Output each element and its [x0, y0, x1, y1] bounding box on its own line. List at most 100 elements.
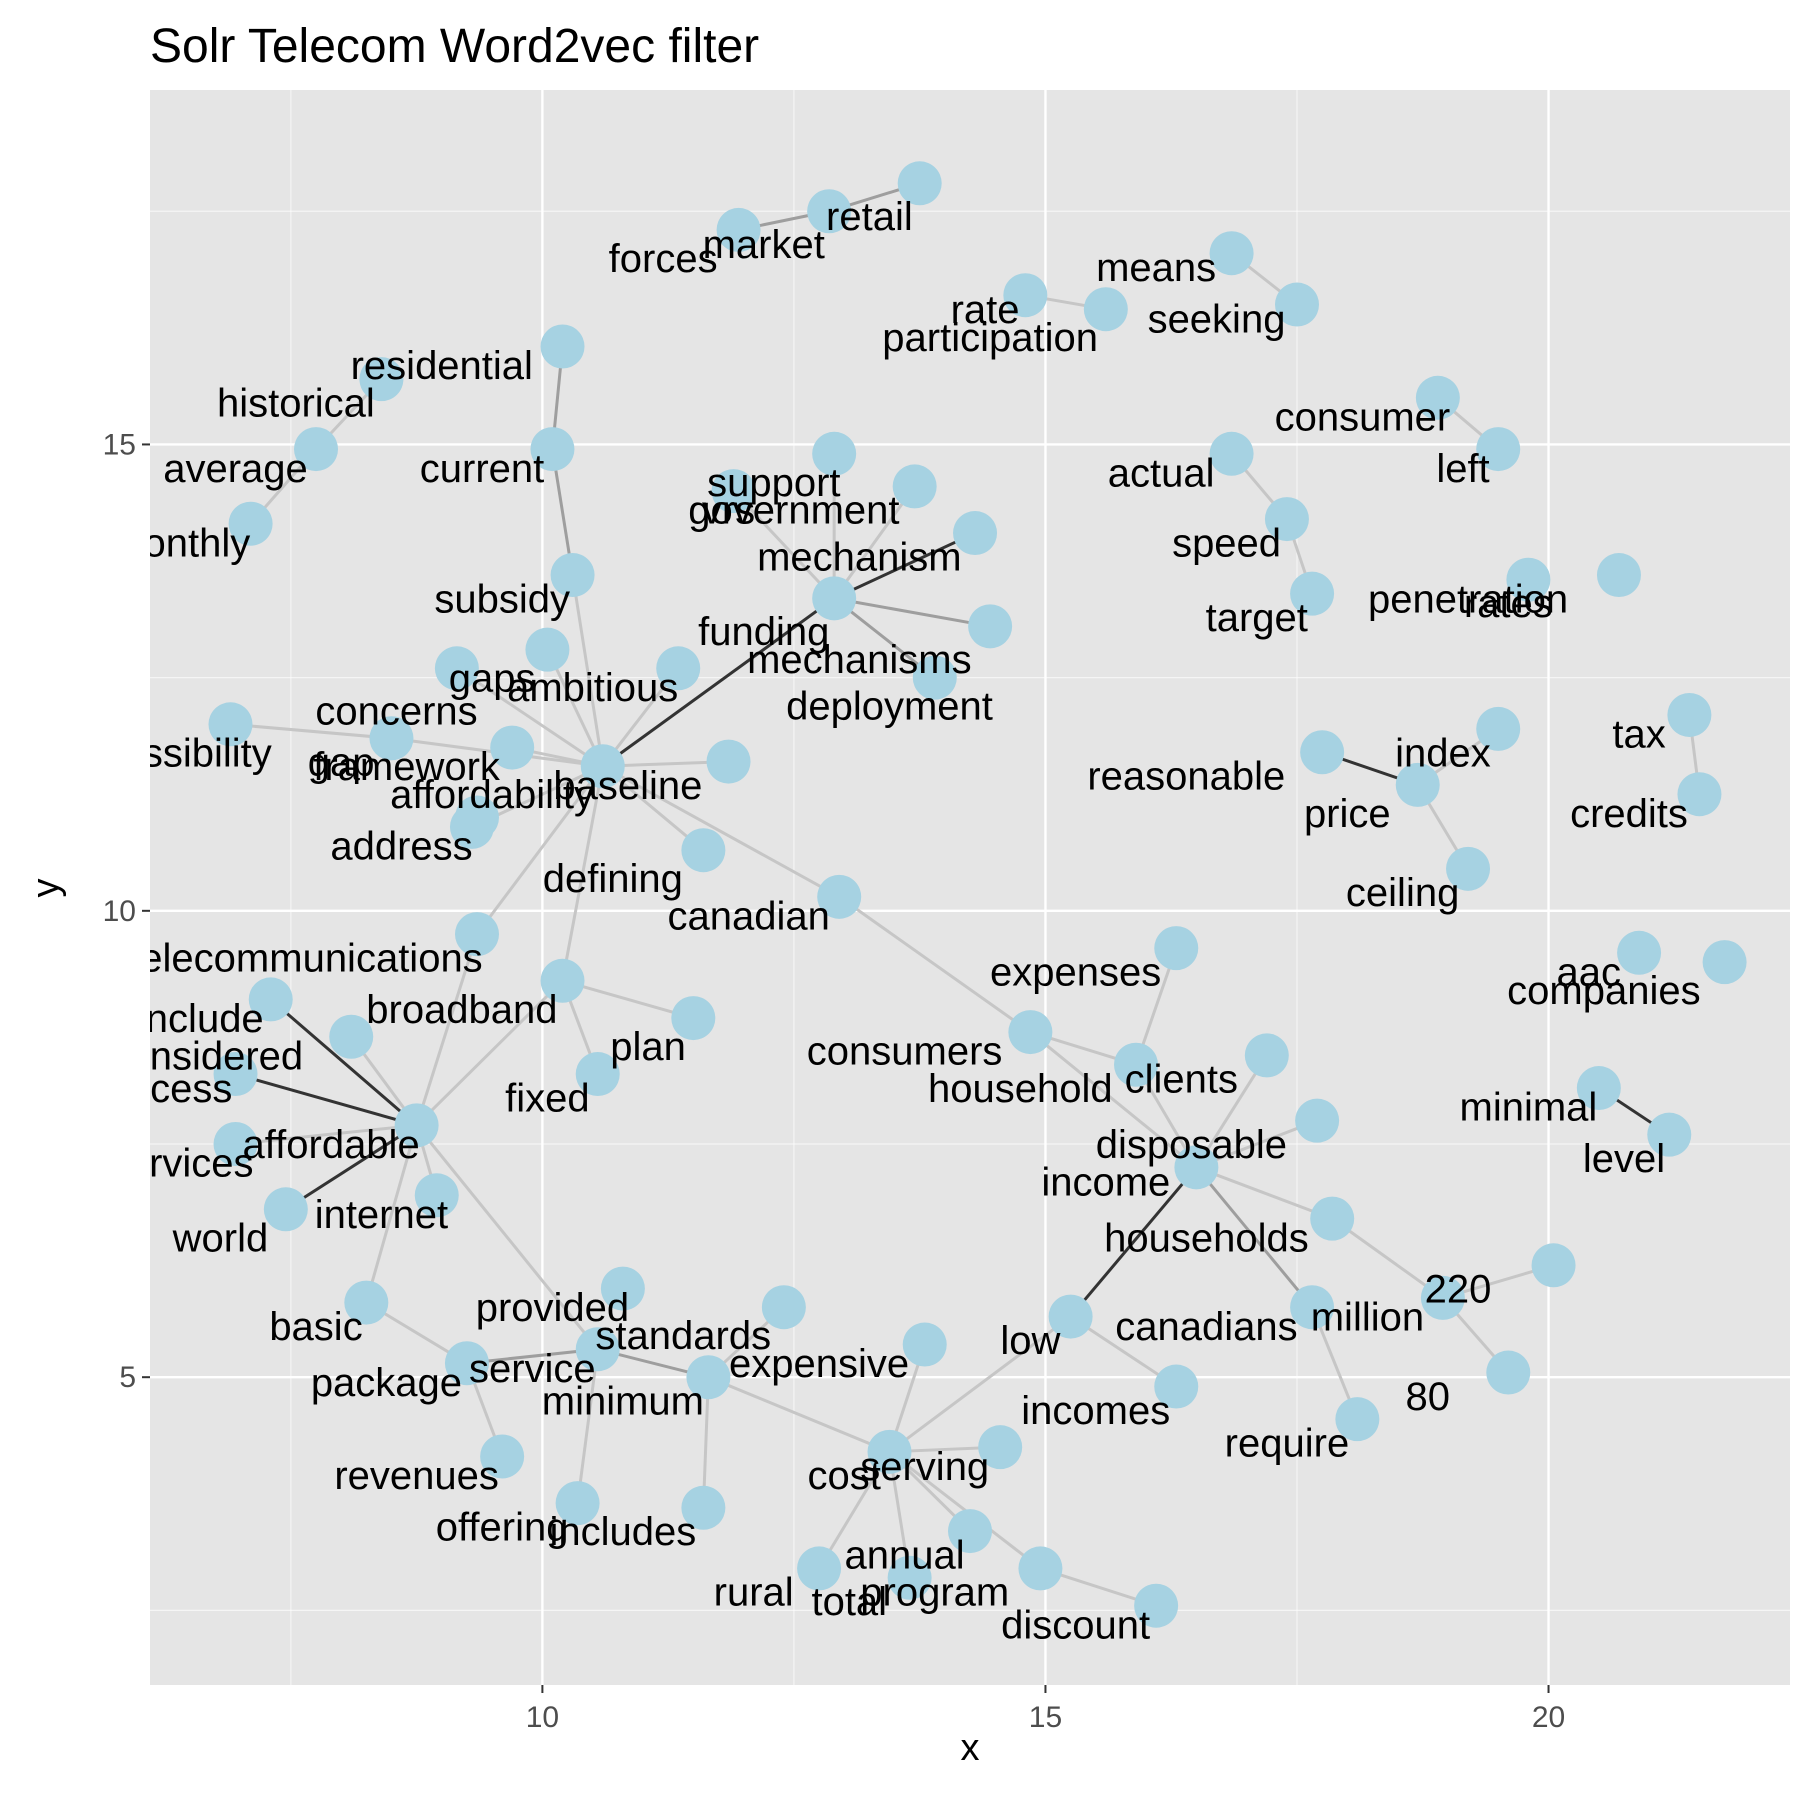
label-baseline: baseline: [553, 764, 702, 808]
point-index: [1476, 706, 1521, 751]
point-disposable: [1295, 1098, 1340, 1143]
point-canadians: [1290, 1285, 1335, 1330]
point-include: [248, 977, 293, 1022]
label-canadians: canadians: [1115, 1305, 1297, 1349]
point-annual: [948, 1509, 992, 1554]
point-expenses: [1154, 926, 1199, 971]
point-mechanism: [953, 511, 998, 556]
label-access: access: [108, 1067, 233, 1111]
label-framework: framework: [313, 745, 501, 789]
edge-broadband-baseline: [561, 765, 605, 982]
point-target: [1290, 571, 1335, 616]
point-mechanisms: [968, 604, 1013, 649]
edge-income-households: [1195, 1165, 1333, 1221]
label-household: household: [928, 1067, 1113, 1111]
edge-vrs-funding: [732, 490, 836, 600]
label-reasonable: reasonable: [1087, 755, 1285, 799]
label-households: households: [1104, 1216, 1309, 1260]
label-seeking: seeking: [1148, 298, 1286, 342]
label-canadian: canadian: [667, 894, 829, 938]
point-penetration: [1506, 557, 1551, 602]
label-220: 220: [1425, 1268, 1492, 1312]
edge-income-canadians: [1195, 1166, 1314, 1309]
point-level: [1647, 1112, 1692, 1157]
point-require: [1335, 1397, 1380, 1442]
label-basic: basic: [269, 1305, 362, 1349]
label-disposable: disposable: [1096, 1123, 1287, 1167]
label-considered: considered: [107, 1034, 303, 1078]
point-monthly: [228, 501, 273, 546]
label-serving: serving: [860, 1445, 989, 1489]
point-rural: [797, 1546, 842, 1591]
edge-government-funding: [832, 485, 916, 600]
label-provided: provided: [476, 1286, 629, 1330]
point-total: [887, 1555, 932, 1600]
point-seeking: [1274, 282, 1319, 327]
edge-funding-baseline: [601, 597, 836, 768]
point-standards: [761, 1285, 806, 1330]
point-provided: [600, 1266, 645, 1311]
point-aac: [1617, 930, 1662, 975]
point-subsidy: [550, 553, 595, 598]
x-tick-label: 15: [1029, 1701, 1062, 1734]
point-80: [1486, 1350, 1531, 1395]
point-household: [1114, 1042, 1159, 1087]
point-credits: [1677, 772, 1722, 817]
label-historical: historical: [217, 381, 375, 425]
label-revenues: revenues: [334, 1454, 499, 1498]
point-nearbaseline: [706, 739, 751, 784]
edge-minimum-cost: [707, 1375, 891, 1454]
label-accessibility: accessibility: [58, 731, 271, 775]
point-concerns: [434, 646, 479, 691]
point-fixed: [575, 1052, 620, 1097]
point-residential: [540, 324, 585, 369]
point-million: [1420, 1275, 1465, 1320]
label-monthly: monthly: [110, 521, 250, 565]
label-left: left: [1436, 447, 1489, 491]
point-historical: [359, 357, 404, 402]
point-broadband: [540, 958, 585, 1003]
label-income: income: [1041, 1160, 1170, 1204]
label-minimal: minimal: [1460, 1086, 1598, 1130]
point-rates: [1596, 553, 1641, 598]
label-expensive: expensive: [729, 1342, 909, 1386]
edge-clients-income: [1195, 1054, 1269, 1169]
edge-funding-mechanism: [833, 531, 976, 600]
label-total: total: [811, 1580, 887, 1624]
point-low: [1048, 1294, 1093, 1339]
label-gaps: gaps: [449, 657, 536, 701]
label-ambitious: ambitious: [507, 666, 678, 710]
label-support: support: [707, 461, 840, 505]
label-world: world: [172, 1216, 269, 1260]
point-serving: [978, 1425, 1023, 1470]
label-cost: cost: [808, 1454, 881, 1498]
point-rate: [1003, 273, 1048, 318]
y-tick-label: 15: [103, 428, 136, 461]
point-price: [1395, 762, 1440, 807]
label-mechanisms: mechanisms: [747, 638, 972, 682]
point-affordable: [394, 1103, 439, 1148]
label-million: million: [1311, 1296, 1424, 1340]
point-market: [807, 189, 852, 234]
points: [208, 161, 1747, 1628]
point-companies: [1702, 940, 1747, 985]
label-affordability: affordability: [390, 773, 594, 817]
x-tick-label: 10: [526, 1701, 559, 1734]
edge-affordable-basic: [364, 1124, 419, 1303]
point-funding: [812, 576, 857, 621]
edge-cost-low: [888, 1315, 1072, 1454]
label-offering: offering: [436, 1505, 569, 1549]
point-government: [892, 464, 937, 509]
label-companies: companies: [1507, 969, 1700, 1013]
label-low: low: [1000, 1319, 1060, 1363]
point-220: [1531, 1243, 1576, 1288]
label-government: government: [688, 489, 899, 533]
y-axis-title: y: [25, 879, 67, 898]
point-services: [213, 1122, 258, 1167]
edge-canadian-baseline: [602, 764, 840, 899]
label-affordable: affordable: [243, 1123, 420, 1167]
label-annual: annual: [845, 1533, 965, 1577]
edge-cost-rural: [817, 1451, 891, 1570]
point-basic: [344, 1280, 389, 1325]
